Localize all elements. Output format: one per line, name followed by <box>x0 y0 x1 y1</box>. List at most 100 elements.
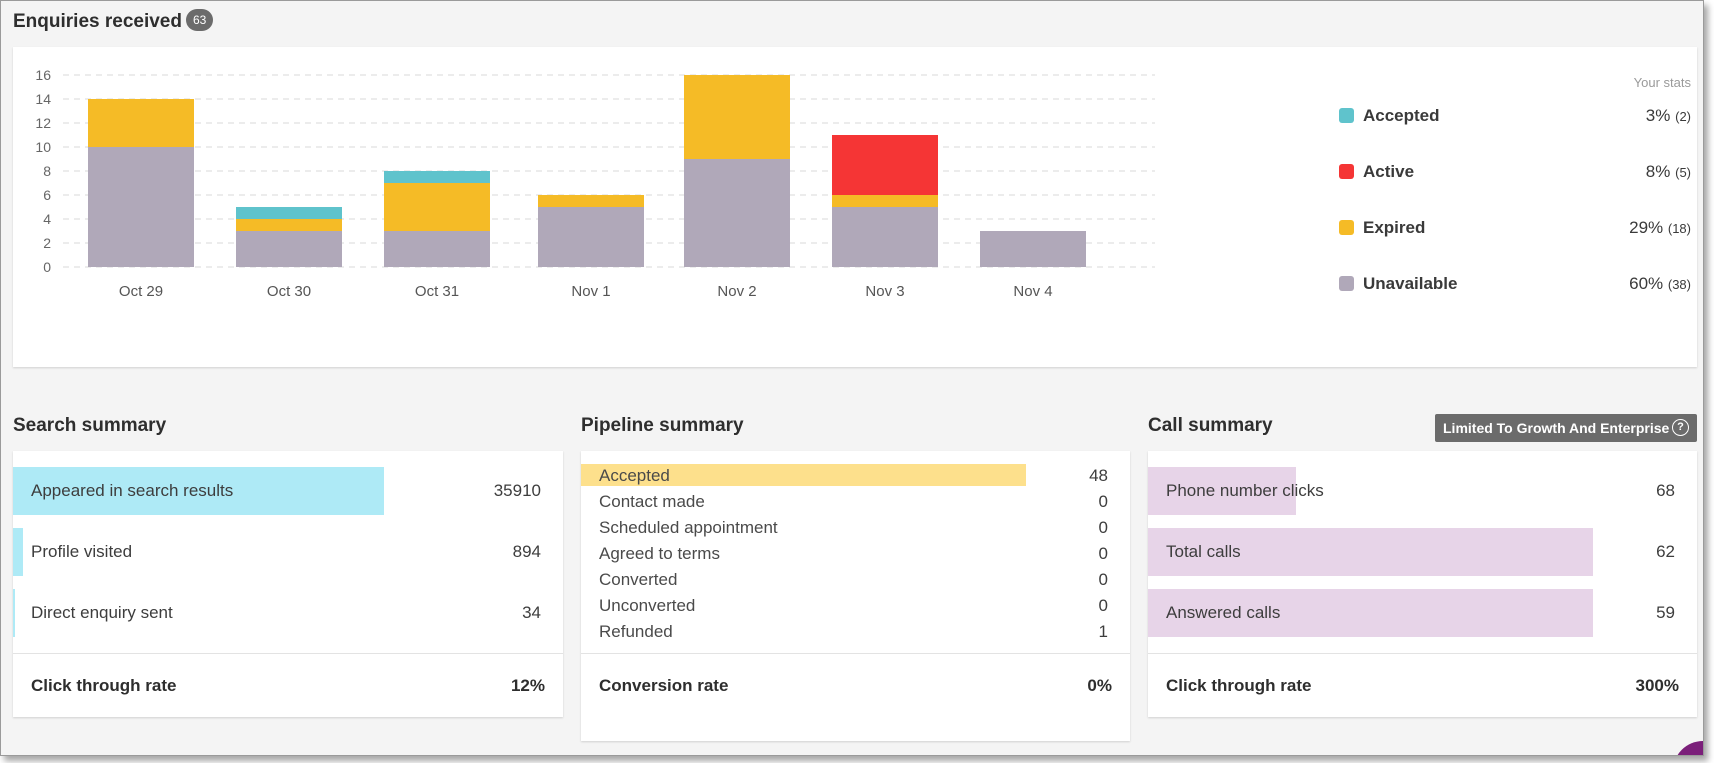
x-tick-label: Nov 4 <box>1013 283 1052 300</box>
limited-plan-badge[interactable]: Limited To Growth And Enterprise ? <box>1435 414 1697 442</box>
enquiries-title-text: Enquiries received <box>13 11 182 32</box>
legend-label: Expired <box>1363 218 1426 237</box>
help-icon[interactable]: ? <box>1672 419 1689 436</box>
pipeline-row-value: 1 <box>1098 622 1108 641</box>
pipeline-row-value: 0 <box>1098 492 1108 511</box>
pipeline-row-converted: Converted 0 <box>581 568 1130 590</box>
call-row-total-calls: Total calls 62 <box>1148 528 1697 576</box>
legend-swatch-unavailable <box>1339 276 1354 291</box>
bar-segment-expired[interactable] <box>384 183 490 231</box>
bar-segment-unavailable[interactable] <box>538 207 644 267</box>
bar-segment-unavailable[interactable] <box>384 231 490 267</box>
pipeline-row-contact-made: Contact made 0 <box>581 490 1130 512</box>
call-bar-fill <box>1148 528 1593 576</box>
pipeline-row-label: Unconverted <box>599 596 696 615</box>
legend-count: (2) <box>1675 109 1691 124</box>
legend-label: Accepted <box>1363 106 1440 125</box>
search-row-appeared: Appeared in search results 35910 <box>13 467 563 515</box>
legend-count: (5) <box>1675 165 1691 180</box>
bar-segment-expired[interactable] <box>832 195 938 207</box>
legend-row-unavailable[interactable]: Unavailable 60% (38) <box>1339 273 1691 297</box>
pipeline-row-refunded: Refunded 1 <box>581 620 1130 642</box>
legend-percent: 29% <box>1629 218 1664 237</box>
pipeline-summary-card: Accepted 48 Contact made 0 Scheduled app… <box>581 451 1130 741</box>
search-row-value: 894 <box>512 542 541 561</box>
legend-row-expired[interactable]: Expired 29% (18) <box>1339 217 1691 241</box>
legend-count: (18) <box>1667 221 1691 236</box>
search-row-label: Direct enquiry sent <box>31 603 173 622</box>
legend-percent: 60% <box>1629 274 1664 293</box>
search-summary-footer: Click through rate 12% <box>13 653 563 717</box>
call-row-value: 62 <box>1656 542 1675 561</box>
call-row-label: Answered calls <box>1166 603 1281 622</box>
bar-segment-expired[interactable] <box>538 195 644 207</box>
y-tick-label: 4 <box>43 211 51 227</box>
bar-segment-unavailable[interactable] <box>980 231 1086 267</box>
legend-count: (38) <box>1667 277 1691 292</box>
pipeline-row-label: Agreed to terms <box>599 544 720 563</box>
bar-segment-expired[interactable] <box>88 99 194 147</box>
y-tick-label: 10 <box>35 139 51 155</box>
legend-value: 8% (5) <box>1646 162 1691 182</box>
search-bar-fill <box>13 528 23 576</box>
your-stats-header: Your stats <box>1633 75 1691 90</box>
y-tick-label: 12 <box>35 115 51 131</box>
legend-swatch-accepted <box>1339 108 1354 123</box>
bar-segment-unavailable[interactable] <box>684 159 790 267</box>
bar-segment-accepted[interactable] <box>236 207 342 219</box>
x-tick-label: Oct 31 <box>415 283 459 300</box>
legend-row-accepted[interactable]: Accepted 3% (2) <box>1339 105 1691 129</box>
search-row-label: Appeared in search results <box>31 481 234 500</box>
call-summary-card: Phone number clicks 68 Total calls 62 An… <box>1148 451 1697 717</box>
bar-segment-unavailable[interactable] <box>832 207 938 267</box>
call-summary-title: Call summary <box>1148 415 1273 436</box>
search-row-direct-enquiry: Direct enquiry sent 34 <box>13 589 563 637</box>
pipeline-row-agreed-to-terms: Agreed to terms 0 <box>581 542 1130 564</box>
search-bar-fill <box>13 589 15 637</box>
bar-segment-expired[interactable] <box>684 75 790 159</box>
bar-segment-unavailable[interactable] <box>88 147 194 267</box>
limited-plan-badge-text: Limited To Growth And Enterprise <box>1443 420 1670 436</box>
call-row-value: 59 <box>1656 603 1675 622</box>
bar-segment-unavailable[interactable] <box>236 231 342 267</box>
pipeline-summary-footer: Conversion rate 0% <box>581 653 1130 717</box>
legend-swatch-active <box>1339 164 1354 179</box>
pipeline-bar-fill <box>581 464 1026 486</box>
chat-launcher-button[interactable] <box>1673 741 1703 755</box>
call-row-value: 68 <box>1656 481 1675 500</box>
pipeline-row-label: Refunded <box>599 622 673 641</box>
x-tick-label: Nov 1 <box>571 283 610 300</box>
legend-value: 29% (18) <box>1629 218 1691 238</box>
pipeline-row-value: 48 <box>1089 466 1108 485</box>
x-tick-label: Oct 29 <box>119 283 163 300</box>
pipeline-row-scheduled-appointment: Scheduled appointment 0 <box>581 516 1130 538</box>
legend-row-active[interactable]: Active 8% (5) <box>1339 161 1691 185</box>
call-bar-fill <box>1148 589 1593 637</box>
y-tick-label: 6 <box>43 187 51 203</box>
bar-segment-active[interactable] <box>832 135 938 195</box>
call-row-label: Total calls <box>1166 542 1241 561</box>
y-tick-label: 8 <box>43 163 51 179</box>
search-row-value: 35910 <box>493 481 541 500</box>
pipeline-row-label: Scheduled appointment <box>599 518 778 537</box>
legend-percent: 3% <box>1645 106 1671 125</box>
pipeline-summary-title: Pipeline summary <box>581 415 744 436</box>
call-summary-footer: Click through rate 300% <box>1148 653 1697 717</box>
y-tick-label: 14 <box>35 91 51 107</box>
pipeline-row-label: Converted <box>599 570 678 589</box>
pipeline-row-label: Accepted <box>599 466 670 485</box>
call-bar-fill <box>1148 467 1297 515</box>
search-summary-title: Search summary <box>13 415 167 436</box>
pipeline-row-value: 0 <box>1098 518 1108 537</box>
conversion-rate-label: Conversion rate <box>599 676 729 695</box>
click-through-rate-value: 12% <box>510 676 545 695</box>
bar-segment-accepted[interactable] <box>384 171 490 183</box>
legend-value: 60% (38) <box>1629 274 1691 294</box>
legend-label: Unavailable <box>1363 274 1458 293</box>
search-summary-card: Appeared in search results 35910 Profile… <box>13 451 563 717</box>
search-row-profile-visited: Profile visited 894 <box>13 528 563 576</box>
bar-segment-expired[interactable] <box>236 219 342 231</box>
legend-swatch-expired <box>1339 220 1354 235</box>
enquiries-count-badge: 63 <box>185 9 214 31</box>
